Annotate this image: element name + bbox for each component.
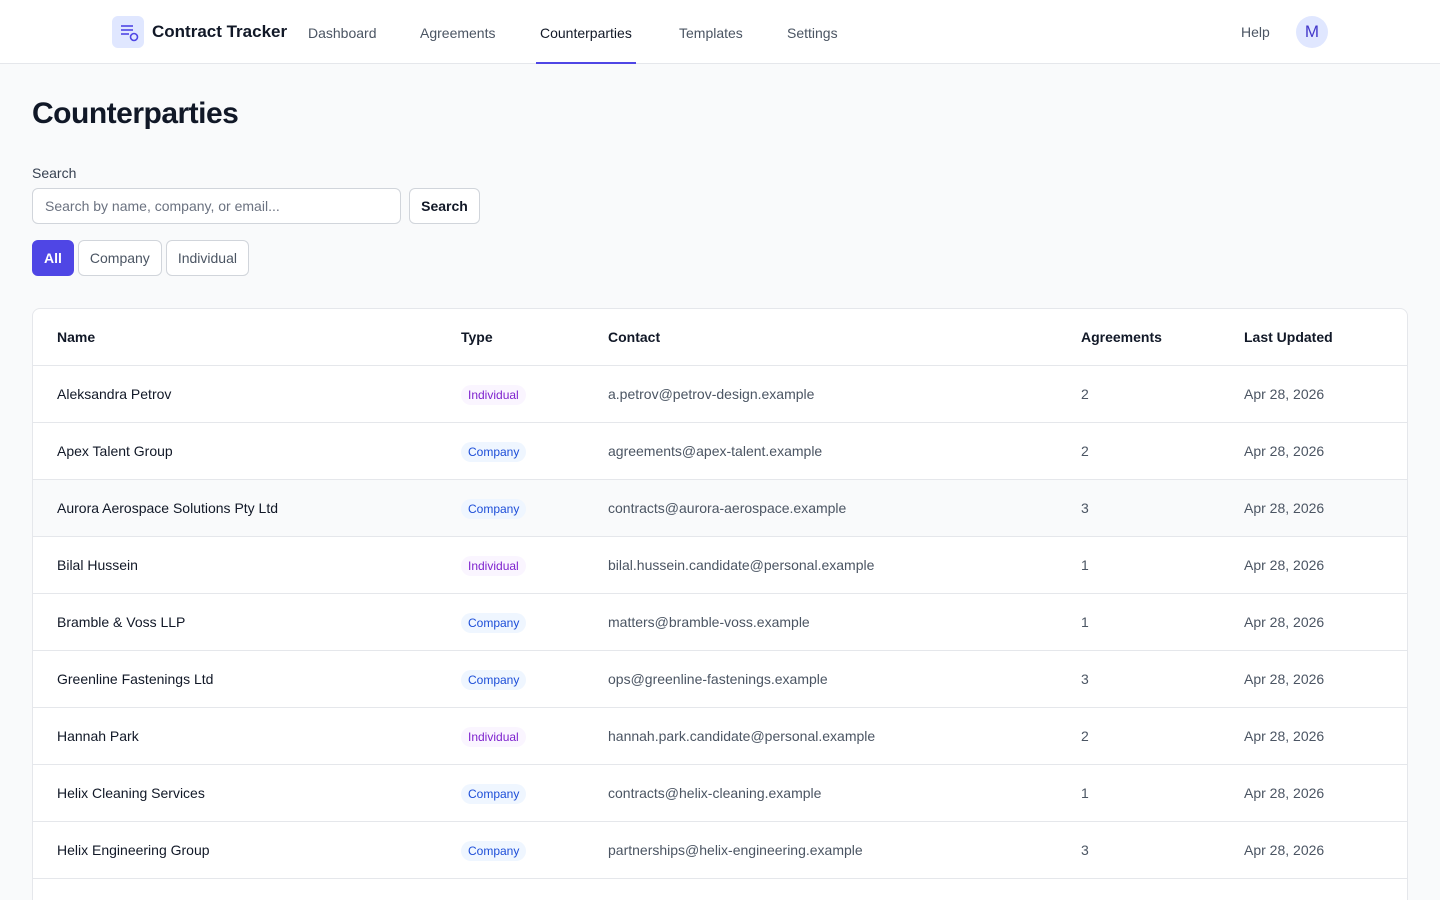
agreements-cell: 3 [1081, 500, 1089, 516]
column-header: Contact [608, 329, 661, 345]
table-card: Name Type Contact Agreements Last Updated Ale… [32, 308, 1408, 900]
column-header: Last Updated [1244, 329, 1333, 345]
type-cell: Company [461, 480, 527, 536]
name-cell: Helix Cleaning Services [57, 785, 205, 801]
brand[interactable]: Contract Tracker [152, 22, 288, 41]
contact-cell: bilal.hussein.candidate@personal.example [608, 557, 875, 573]
name-cell: Apex Talent Group [57, 443, 173, 459]
nav-link[interactable]: Templates [679, 25, 743, 41]
table-row[interactable]: Apex Talent Group Company agreements@apex-… [33, 423, 1407, 480]
agreements-cell: 3 [1081, 842, 1089, 858]
type-cell: Company [461, 765, 527, 821]
table-header: Name Type Contact Agreements Last Updated [33, 309, 1407, 366]
name-cell: Bilal Hussein [57, 557, 138, 573]
type-badge: Company [461, 613, 527, 634]
type-badge: Company [461, 784, 527, 805]
agreements-cell: 1 [1081, 614, 1089, 630]
updated-cell: Apr 28, 2026 [1244, 443, 1325, 459]
updated-cell: Apr 28, 2026 [1244, 614, 1325, 630]
agreements-cell: 2 [1081, 728, 1089, 744]
contact-cell: contracts@helix-cleaning.example [608, 785, 822, 801]
avatar[interactable]: M [1296, 16, 1328, 48]
search-input[interactable]: Search by name, company, or email... [32, 188, 401, 224]
column-header: Agreements [1081, 329, 1162, 345]
nav-link[interactable]: Settings [787, 25, 838, 41]
type-badge: Company [461, 442, 527, 463]
type-badge: Company [461, 841, 527, 862]
type-cell: Company [461, 423, 527, 479]
nav-link[interactable]: Agreements [420, 25, 496, 41]
type-badge: Individual [461, 556, 526, 577]
table-row[interactable]: Hannah Park Individual hannah.park.candida… [33, 708, 1407, 765]
type-cell: Individual [461, 708, 526, 764]
logo-glyph [121, 25, 139, 42]
contact-cell: agreements@apex-talent.example [608, 443, 823, 459]
updated-cell: Apr 28, 2026 [1244, 500, 1325, 516]
type-cell: Company [461, 651, 527, 707]
contact-cell: ops@greenline-fastenings.example [608, 671, 828, 687]
agreements-cell: 2 [1081, 386, 1089, 402]
search-label: Search [32, 165, 77, 181]
filter-button[interactable]: Company [77, 240, 162, 276]
name-cell: Bramble & Voss LLP [57, 614, 186, 630]
type-cell: Individual [461, 366, 526, 422]
updated-cell: Apr 28, 2026 [1244, 785, 1325, 801]
agreements-cell: 1 [1081, 785, 1089, 801]
name-cell: Greenline Fastenings Ltd [57, 671, 214, 687]
nav-link[interactable]: Dashboard [308, 25, 377, 41]
column-header: Type [461, 329, 493, 345]
table-row[interactable]: Bilal Hussein Individual bilal.hussein.can… [33, 537, 1407, 594]
contact-cell: matters@bramble-voss.example [608, 614, 810, 630]
updated-cell: Apr 28, 2026 [1244, 386, 1325, 402]
type-badge: Individual [461, 727, 526, 748]
name-cell: Aurora Aerospace Solutions Pty Ltd [57, 500, 279, 516]
main: Counterparties Search Search by name, co… [0, 65, 1440, 900]
agreements-cell: 2 [1081, 443, 1089, 459]
contact-cell: partnerships@helix-engineering.example [608, 842, 863, 858]
contact-cell: contracts@aurora-aerospace.example [608, 500, 847, 516]
contact-cell: hannah.park.candidate@personal.example [608, 728, 876, 744]
type-cell: Company [461, 594, 527, 650]
contact-cell: a.petrov@petrov-design.example [608, 386, 815, 402]
column-header: Name [57, 329, 96, 345]
type-badge: Individual [461, 385, 526, 406]
type-cell: Individual [461, 537, 526, 593]
table-row[interactable]: Helix Engineering Group Company partnershi… [33, 822, 1407, 879]
updated-cell: Apr 28, 2026 [1244, 728, 1325, 744]
name-cell: Helix Engineering Group [57, 842, 210, 858]
agreements-cell: 3 [1081, 671, 1089, 687]
type-cell: Company [461, 822, 527, 878]
filters: All Company Individual [32, 240, 249, 276]
table-row[interactable]: Greenline Fastenings Ltd Company ops@green… [33, 651, 1407, 708]
top-bar: Contract Tracker Dashboard Agreements Coun… [0, 0, 1440, 64]
help-link[interactable]: Help [1241, 24, 1270, 40]
updated-cell: Apr 28, 2026 [1244, 557, 1325, 573]
table-row[interactable]: Aleksandra Petrov Individual a.petrov@petr… [33, 366, 1407, 423]
type-badge: Company [461, 670, 527, 691]
type-badge: Company [461, 499, 527, 520]
table-row[interactable]: Bramble & Voss LLP Company matters@bramble… [33, 594, 1407, 651]
filter-button[interactable]: Individual [165, 240, 249, 276]
name-cell: Hannah Park [57, 728, 139, 744]
updated-cell: Apr 28, 2026 [1244, 671, 1325, 687]
name-cell: Aleksandra Petrov [57, 386, 172, 402]
logo-icon [112, 16, 144, 48]
updated-cell: Apr 28, 2026 [1244, 842, 1325, 858]
nav-link[interactable]: Counterparties [536, 0, 636, 64]
table-row[interactable]: Helix Cleaning Services Company contracts@… [33, 765, 1407, 822]
search-button[interactable]: Search [409, 188, 480, 224]
page-title: Counterparties [32, 97, 239, 130]
filter-button[interactable]: All [32, 240, 74, 276]
table-row[interactable]: Aurora Aerospace Solutions Pty Ltd Compan… [33, 480, 1407, 537]
agreements-cell: 1 [1081, 557, 1089, 573]
